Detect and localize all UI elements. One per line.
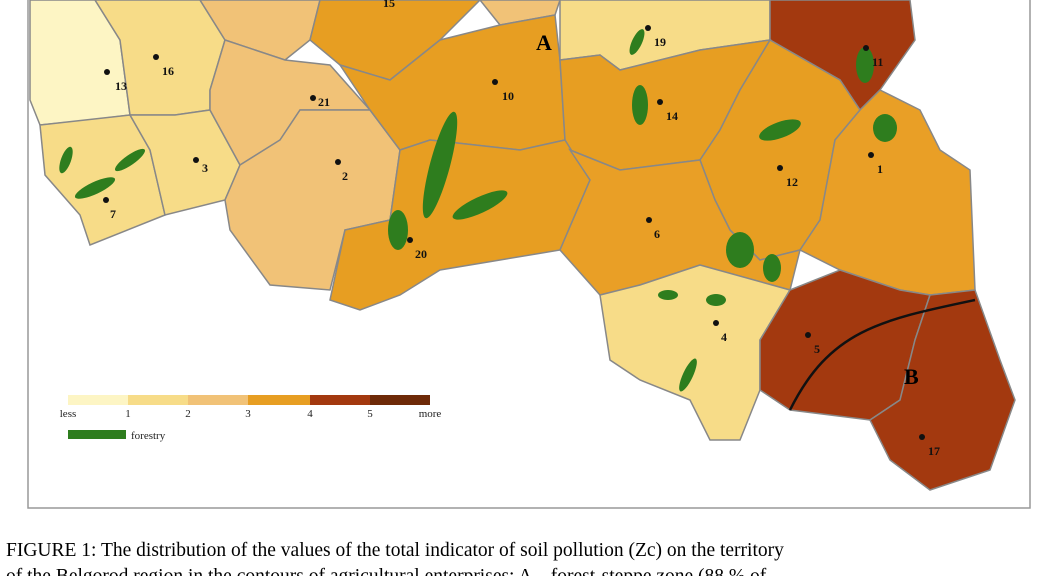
- district-label: 4: [721, 330, 727, 344]
- legend-item: [370, 395, 430, 405]
- district-label: 11: [872, 55, 883, 69]
- forests-item: [856, 47, 874, 83]
- district-label: 7: [110, 207, 116, 221]
- district-label: 1: [877, 162, 883, 176]
- district-label: 2: [342, 169, 348, 183]
- district-dots-item: [193, 157, 199, 163]
- district-dots-item: [104, 69, 110, 75]
- regions-item: [869, 289, 1016, 491]
- legend-item: [68, 395, 128, 405]
- forests-item: [388, 210, 408, 250]
- forests-item: [422, 111, 458, 219]
- legend-label: less: [60, 408, 77, 420]
- district-dots-item: [645, 25, 651, 31]
- caption-line: FIGURE 1: The distribution of the values…: [6, 540, 784, 561]
- legend-label: forestry: [131, 430, 166, 442]
- forests-item: [59, 146, 73, 174]
- district-dots-item: [492, 79, 498, 85]
- regions-item: [329, 139, 591, 311]
- district-dots: [103, 25, 925, 440]
- district-label: 6: [654, 227, 660, 241]
- forests-item: [452, 190, 508, 220]
- legend-item: [248, 395, 310, 405]
- forests-item: [629, 29, 645, 55]
- district-label: 21: [318, 95, 330, 109]
- legend-item: [310, 395, 370, 405]
- zone-label: A: [536, 30, 552, 55]
- district-label: 10: [502, 89, 514, 103]
- district-label: 3: [202, 161, 208, 175]
- caption-line: of the Belgorod region in the contours o…: [6, 566, 767, 576]
- legend-item: [128, 395, 188, 405]
- forests-item: [632, 85, 648, 125]
- district-label: 14: [666, 109, 678, 123]
- district-label: 16: [162, 64, 174, 78]
- regions-item: [599, 264, 792, 441]
- district-dots-item: [646, 217, 652, 223]
- forests-item: [658, 290, 678, 300]
- forests-item: [706, 294, 726, 306]
- forests-item: [74, 177, 116, 199]
- legend-item: [68, 430, 126, 439]
- district-dots-item: [805, 332, 811, 338]
- regions-item: [199, 0, 321, 61]
- district-dots-item: [335, 159, 341, 165]
- forests-item: [759, 119, 801, 141]
- legend-label: 4: [307, 408, 313, 420]
- legend-label: 1: [125, 408, 131, 420]
- zone-boundary: [788, 298, 976, 411]
- forests-item: [679, 358, 697, 392]
- district-label: 13: [115, 79, 127, 93]
- forests-item: [873, 114, 897, 142]
- district-dots-item: [310, 95, 316, 101]
- forests: [59, 29, 897, 392]
- forests-item: [114, 148, 146, 172]
- district-label: 20: [415, 247, 427, 261]
- legend-item: [188, 395, 248, 405]
- district-label: 15: [383, 0, 395, 10]
- district-labels: 13 16 3 7 21 2 15 10 19 11 14 12 1 20 6 …: [110, 0, 940, 458]
- district-dots-item: [657, 99, 663, 105]
- district-dots-item: [863, 45, 869, 51]
- district-label: 19: [654, 35, 666, 49]
- zone-label: B: [904, 364, 919, 389]
- district-dots-item: [868, 152, 874, 158]
- legend-label: 5: [367, 408, 373, 420]
- district-label: 12: [786, 175, 798, 189]
- regions: [29, 0, 1016, 491]
- district-label: 5: [814, 342, 820, 356]
- legend-label: 3: [245, 408, 251, 420]
- forests-item: [763, 254, 781, 282]
- district-dots-item: [777, 165, 783, 171]
- district-label: 17: [928, 444, 940, 458]
- legend: less 1 2 3 4 5 more forestry: [60, 395, 442, 442]
- district-dots-item: [153, 54, 159, 60]
- district-dots-item: [103, 197, 109, 203]
- district-dots-item: [407, 237, 413, 243]
- forests-item: [726, 232, 754, 268]
- district-dots-item: [713, 320, 719, 326]
- district-dots-item: [919, 434, 925, 440]
- legend-label: 2: [185, 408, 191, 420]
- legend-label: more: [419, 408, 442, 420]
